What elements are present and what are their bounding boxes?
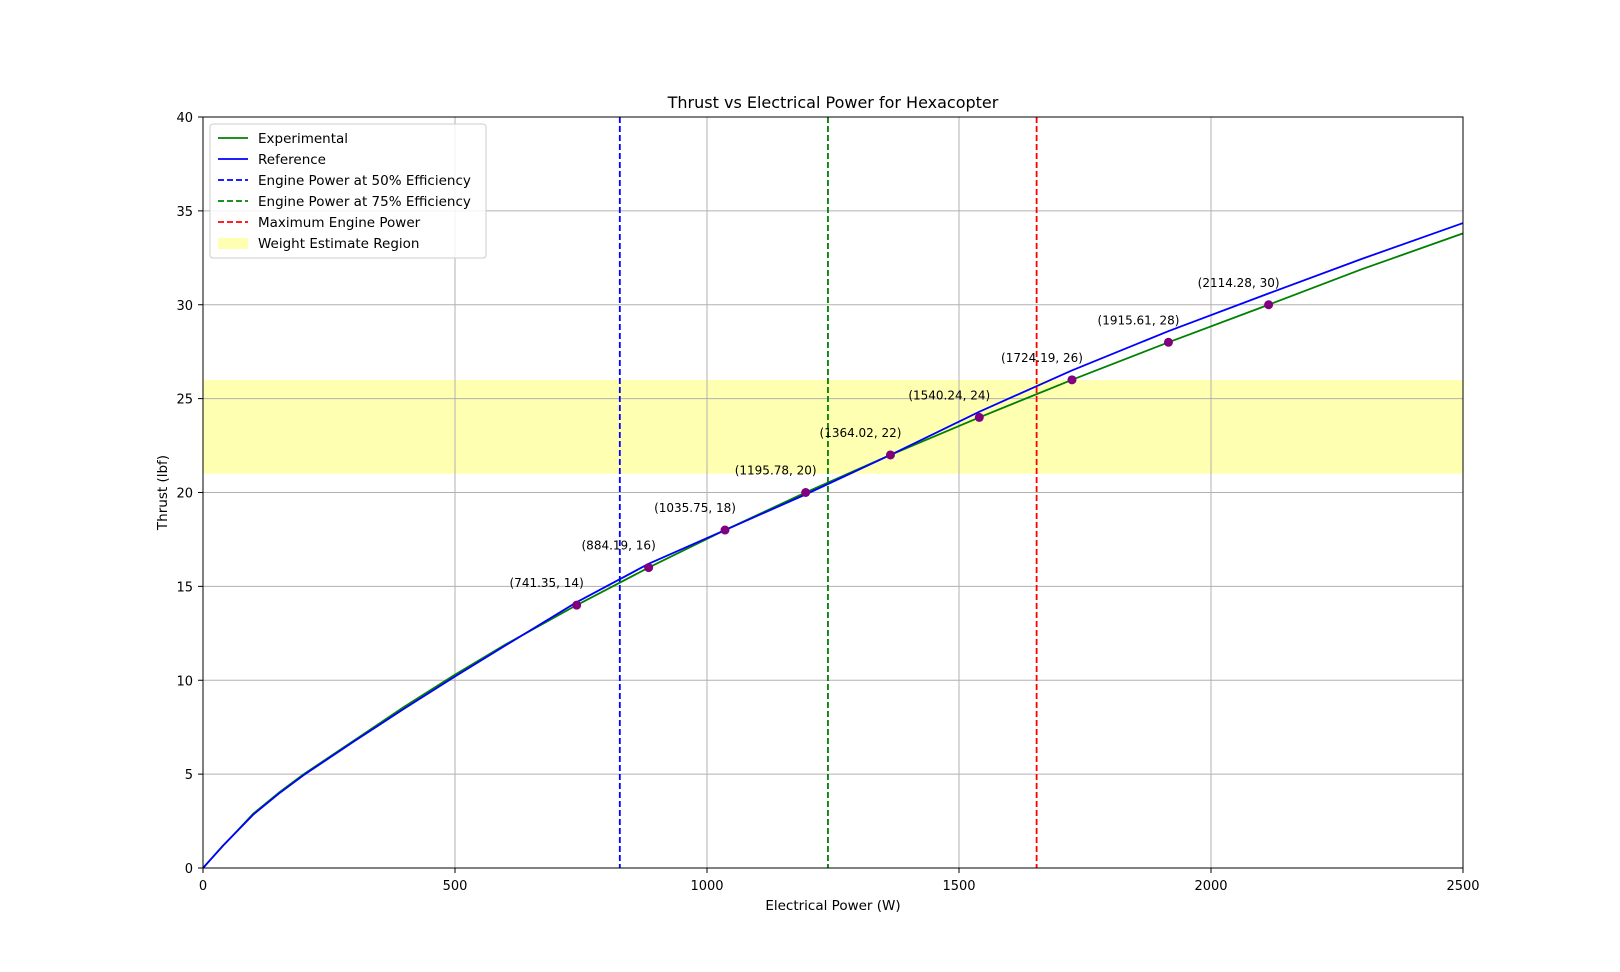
weight-estimate-band bbox=[203, 379, 1463, 474]
y-tick-label: 30 bbox=[176, 299, 193, 314]
data-point-7 bbox=[1163, 337, 1173, 347]
x-tick-label: 500 bbox=[443, 879, 468, 894]
data-point-3 bbox=[801, 488, 811, 497]
y-axis-label: Thrust (lbf) bbox=[155, 455, 171, 531]
legend-swatch-band bbox=[218, 238, 248, 249]
point-annotation-3: (1195.78, 20) bbox=[735, 464, 817, 478]
legend-label-1: Reference bbox=[258, 152, 326, 168]
data-point-1 bbox=[644, 563, 654, 573]
legend-label-2: Engine Power at 50% Efficiency bbox=[258, 173, 471, 189]
y-tick-label: 5 bbox=[185, 768, 193, 783]
point-annotation-4: (1364.02, 22) bbox=[820, 426, 902, 440]
x-tick-label: 1000 bbox=[690, 879, 723, 894]
legend-box bbox=[209, 123, 487, 259]
x-tick-label: 1500 bbox=[942, 879, 975, 894]
point-annotation-1: (884.19, 16) bbox=[582, 539, 656, 553]
point-annotation-0: (741.35, 14) bbox=[510, 576, 584, 590]
y-tick-label: 0 bbox=[185, 862, 193, 877]
data-point-0 bbox=[572, 600, 582, 610]
series-line-reference bbox=[202, 222, 1464, 869]
data-point-2 bbox=[720, 525, 730, 535]
point-annotation-7: (1915.61, 28) bbox=[1098, 313, 1180, 327]
y-tick-label: 10 bbox=[176, 674, 193, 689]
legend: Experimental Reference Engine Power at 50%… bbox=[209, 123, 487, 259]
legend-label-3: Engine Power at 75% Efficiency bbox=[258, 194, 471, 210]
legend-label-0: Experimental bbox=[258, 131, 348, 147]
legend-label-4: Maximum Engine Power bbox=[258, 215, 421, 231]
y-tick-label: 25 bbox=[176, 393, 193, 408]
point-annotation-8: (2114.28, 30) bbox=[1198, 276, 1280, 290]
legend-label-5: Weight Estimate Region bbox=[258, 236, 419, 252]
data-point-4 bbox=[885, 450, 895, 460]
chart-title: Thrust vs Electrical Power for Hexacopte… bbox=[667, 93, 999, 112]
y-tick-label: 20 bbox=[176, 487, 193, 502]
x-tick-label: 0 bbox=[199, 879, 207, 894]
y-tick-label: 35 bbox=[176, 205, 193, 220]
data-point-5 bbox=[974, 412, 984, 422]
y-tick-label: 40 bbox=[176, 111, 193, 126]
data-point-8 bbox=[1264, 300, 1274, 310]
point-annotation-6: (1724.19, 26) bbox=[1001, 351, 1083, 365]
data-point-6 bbox=[1067, 375, 1077, 385]
point-annotation-5: (1540.24, 24) bbox=[908, 388, 990, 402]
x-tick-label: 2500 bbox=[1446, 879, 1479, 894]
y-tick-label: 15 bbox=[176, 580, 193, 595]
x-axis-label: Electrical Power (W) bbox=[765, 898, 900, 914]
x-tick-label: 2000 bbox=[1194, 879, 1227, 894]
point-annotation-2: (1035.75, 18) bbox=[654, 501, 736, 515]
series-line-experimental bbox=[202, 232, 1464, 869]
